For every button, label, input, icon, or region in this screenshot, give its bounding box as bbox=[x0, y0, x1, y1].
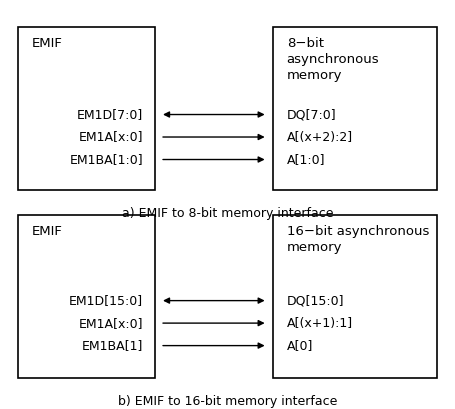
Text: EM1D[15:0]: EM1D[15:0] bbox=[69, 294, 143, 307]
Bar bbox=[18, 27, 155, 190]
Text: EM1BA[1]: EM1BA[1] bbox=[82, 339, 143, 352]
Text: A[0]: A[0] bbox=[287, 339, 313, 352]
Text: EMIF: EMIF bbox=[32, 225, 63, 238]
Text: EM1D[7:0]: EM1D[7:0] bbox=[77, 108, 143, 121]
Text: DQ[15:0]: DQ[15:0] bbox=[287, 294, 344, 307]
Text: DQ[7:0]: DQ[7:0] bbox=[287, 108, 336, 121]
Text: a) EMIF to 8-bit memory interface: a) EMIF to 8-bit memory interface bbox=[122, 207, 333, 220]
Text: b) EMIF to 16-bit memory interface: b) EMIF to 16-bit memory interface bbox=[118, 395, 337, 408]
Text: A[(x+2):2]: A[(x+2):2] bbox=[287, 130, 353, 144]
Text: EM1A[x:0]: EM1A[x:0] bbox=[79, 317, 143, 330]
Bar bbox=[273, 215, 437, 378]
Text: EM1A[x:0]: EM1A[x:0] bbox=[79, 130, 143, 144]
Text: 16−bit asynchronous
memory: 16−bit asynchronous memory bbox=[287, 225, 429, 254]
Text: 8−bit
asynchronous
memory: 8−bit asynchronous memory bbox=[287, 37, 379, 82]
Text: EM1BA[1:0]: EM1BA[1:0] bbox=[70, 153, 143, 166]
Bar bbox=[273, 27, 437, 190]
Text: A[1:0]: A[1:0] bbox=[287, 153, 325, 166]
Text: EMIF: EMIF bbox=[32, 37, 63, 50]
Text: A[(x+1):1]: A[(x+1):1] bbox=[287, 317, 353, 330]
Bar bbox=[18, 215, 155, 378]
